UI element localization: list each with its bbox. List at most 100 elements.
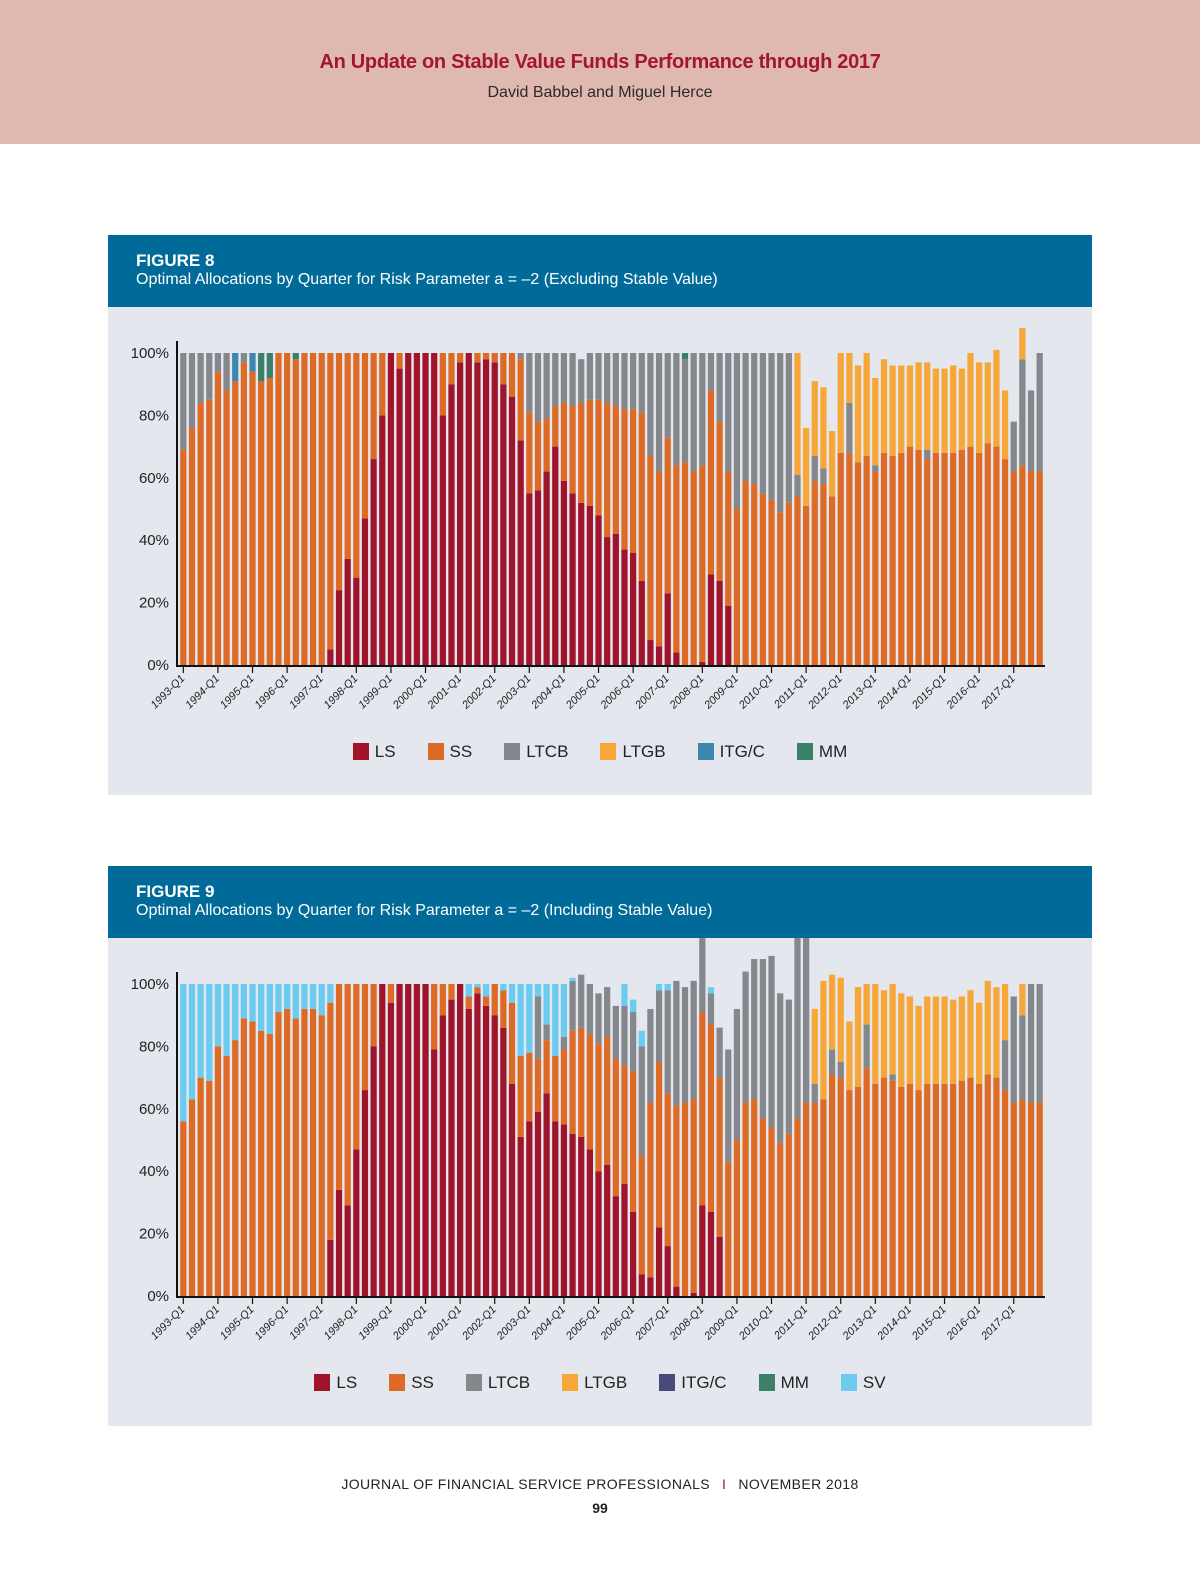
bar-segment-ss-q72 [794,496,801,665]
x-tick-label: 2016-Q1 [944,1304,983,1343]
page-number: 99 [592,1500,608,1516]
bar-segment-sv-q15 [301,984,308,1009]
bar-segment-ss-q32 [448,353,455,385]
legend-swatch [504,742,521,760]
bar-segment-ss-q60 [690,1099,697,1293]
x-tick-label: 2005-Q1 [563,673,602,712]
bar-segment-ltgb-q79 [854,365,862,463]
bar-segment-ss-q68 [759,493,766,665]
legend-swatch [352,742,369,760]
bar-segment-ltgb-q79 [854,987,862,1087]
bar-segment-ss-q64 [725,1161,732,1296]
legend-label: LTCB [487,1372,531,1392]
bar-segment-ls-q39 [508,396,516,665]
bar-segment-ss-q10 [258,381,265,665]
bar-segment-sv-q45 [560,984,568,1038]
bar-segment-ss-q31 [439,984,446,1016]
x-tick-label: 2010-Q1 [736,1304,775,1343]
bar-segment-ltgb-q83 [889,365,896,456]
bar-segment-ltcb-q75 [820,468,827,485]
bar-segment-ltcb-q69 [768,955,775,1128]
bar-segment-ss-q7 [232,381,239,665]
y-tick-label: 40% [139,1163,169,1180]
bar-segment-ltgb-q82 [880,359,888,453]
figure-8: FIGURE 8 Optimal Allocations by Quarter … [108,235,1092,795]
bar-segment-ss-q63 [716,421,723,581]
bar-segment-ss-q35 [474,353,481,363]
bar-segment-sv-q14 [292,984,299,1019]
y-tick-label: 20% [139,595,169,612]
bar-segment-ltcb-q81 [872,465,879,472]
bar-segment-ls-q49 [595,515,602,665]
bar-segment-sv-q40 [517,984,524,1056]
bar-segment-ltcb-q61 [699,938,706,1013]
figure-8-header: FIGURE 8 Optimal Allocations by Quarter … [108,235,1092,307]
bar-segment-ltcb-q50 [604,987,611,1038]
bar-segment-ss-q59 [681,462,689,665]
legend-swatch [796,742,813,760]
bar-segment-ls-q37 [491,362,498,665]
x-tick-label: 1995-Q1 [218,673,257,712]
legend-item-ss: SS [427,742,472,762]
bar-segment-ltcb-q63 [716,1027,723,1078]
bar-segment-ls-q55 [647,1277,654,1296]
bar-segment-ss-q54 [638,412,645,581]
bar-segment-ltcb-q46 [569,353,576,407]
bar-segment-ss-q35 [474,987,481,994]
x-tick-label: 2000-Q1 [390,1304,429,1343]
bar-segment-ss-q4 [206,1080,213,1296]
page-footer: JOURNAL OF FINANCIAL SERVICE PROFESSIONA… [0,1476,1200,1492]
bar-segment-sv-q9 [249,984,256,1022]
bar-segment-ltcb-q48 [586,353,593,400]
bar-segment-ls-q49 [595,1171,602,1296]
bar-segment-ls-q39 [508,1083,516,1296]
bar-segment-ls-q55 [647,640,654,665]
bar-segment-ss-q92 [967,446,974,665]
bar-segment-ltcb-q60 [690,353,697,472]
x-tick-label: 2004-Q1 [529,673,568,712]
bar-segment-ss-q54 [638,1155,645,1275]
bar-segment-ltgb-q85 [906,996,914,1084]
bar-segment-ltgb-q80 [863,984,870,1025]
bar-segment-ltcb-q56 [655,353,663,472]
bar-segment-ss-q88 [932,1083,939,1296]
bar-segment-ls-q45 [560,1124,568,1296]
legend-item-sv: SV [840,1373,886,1393]
figure-9-chart-area: 0% 20% 40% 60% 80% 100% 1993-Q1 1994-Q1 1995-Q1 1… [108,938,1092,1426]
bar-segment-ltgb-q87 [924,996,931,1084]
bar-segment-ls-q31 [439,1015,446,1296]
figure-8-legend: LS SS LTCB LTGB ITG/C MM [108,741,1092,762]
bar-segment-sv-q18 [327,984,334,1003]
figure-8-caption: Optimal Allocations by Quarter for Risk … [136,271,718,288]
bar-segment-ltcb-q72 [794,474,801,497]
x-tick-label: 1998-Q1 [322,1304,361,1343]
bar-segment-ls-q28 [413,984,420,1296]
bar-segment-ss-q79 [854,1086,862,1296]
bar-segment-sv-q2 [188,984,196,1100]
bar-segment-ls-q56 [655,1227,663,1296]
bar-segment-ltgb-q93 [976,1002,983,1084]
bar-segment-ss-q48 [586,1033,593,1150]
x-tick-label: 1999-Q1 [356,1304,395,1343]
bar-segment-ss-q22 [361,353,369,519]
bar-segment-ss-q20 [344,353,351,559]
bar-segment-ss-q36 [482,353,490,360]
bar-segment-ss-q94 [984,443,991,665]
bar-segment-ss-q41 [526,1052,533,1122]
bar-segment-ss-q89 [941,452,948,665]
x-tick-label: 1993-Q1 [149,1304,188,1343]
bar-segment-ltgb-q86 [915,362,922,450]
bar-segment-ss-q66 [742,480,749,665]
figure-9-header: FIGURE 9 Optimal Allocations by Quarter … [108,866,1092,938]
bar-segment-sv-q52 [621,984,628,1006]
bar-segment-ls-q26 [396,984,403,1296]
bar-segment-ls-q21 [353,1149,360,1296]
bar-segment-ss-q52 [621,409,628,550]
bar-segment-ss-q17 [318,1015,325,1296]
bar-segment-ls-q24 [379,415,386,665]
bar-segment-ss-q13 [284,353,291,665]
x-tick-label: 2012-Q1 [805,673,844,712]
x-tick-label: 2009-Q1 [702,673,741,712]
x-tick-label: 2000-Q1 [390,673,429,712]
bar-segment-ss-q23 [370,353,377,460]
